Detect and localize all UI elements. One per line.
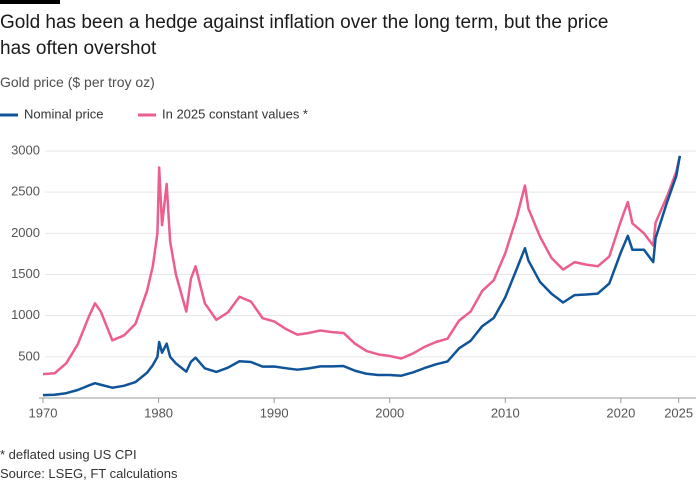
chart-subtitle: Gold price ($ per troy oz) <box>0 74 155 90</box>
legend-label: Nominal price <box>24 106 103 121</box>
x-tick-label: 2000 <box>375 405 404 420</box>
chart-title: Gold has been a hedge against inflation … <box>0 12 609 59</box>
y-tick-label: 3000 <box>11 142 40 157</box>
x-tick-label: 1990 <box>260 405 289 420</box>
legend-label: In 2025 constant values * <box>162 106 308 121</box>
y-tick-label: 2500 <box>11 184 40 199</box>
x-tick-label: 1980 <box>144 405 173 420</box>
brand-bar <box>0 0 60 4</box>
x-tick-label: 2020 <box>606 405 635 420</box>
y-tick-label: 500 <box>18 348 40 363</box>
note: * deflated using US CPI <box>0 447 137 462</box>
x-tick-label: 1970 <box>29 405 58 420</box>
data-line <box>42 155 682 376</box>
y-tick-label: 1500 <box>11 266 40 281</box>
source: Source: LSEG, FT calculations <box>0 466 178 481</box>
data-line <box>42 155 682 397</box>
x-tick-label: 2025 <box>664 405 693 420</box>
y-tick-label: 2000 <box>11 225 40 240</box>
y-tick-label: 1000 <box>11 307 40 322</box>
x-tick-label: 2010 <box>491 405 520 420</box>
